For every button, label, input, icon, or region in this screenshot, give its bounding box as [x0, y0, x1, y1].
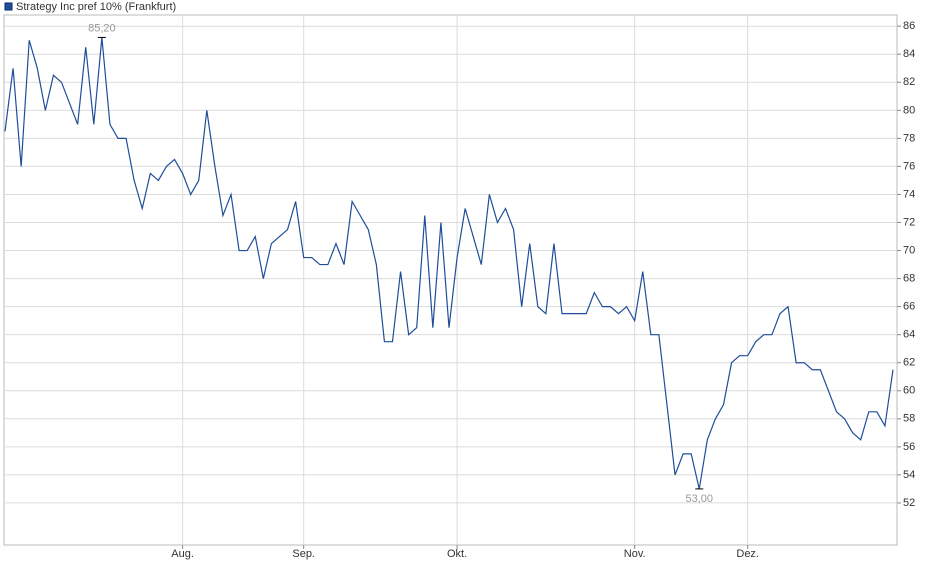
- x-tick-label: Aug.: [171, 548, 194, 560]
- y-tick-label: 62: [903, 357, 915, 369]
- y-tick-label: 68: [903, 273, 915, 285]
- x-tick-label: Dez.: [736, 548, 759, 560]
- price-line: [4, 37, 894, 490]
- plot-frame: [3, 14, 898, 546]
- x-tick-label: Nov.: [624, 548, 646, 560]
- extreme-label: 53,00: [685, 493, 713, 505]
- y-tick-label: 74: [903, 188, 915, 200]
- y-tick-label: 66: [903, 301, 915, 313]
- y-tick-label: 82: [903, 76, 915, 88]
- x-tick-label: Okt.: [447, 548, 467, 560]
- y-tick-label: 80: [903, 104, 915, 116]
- y-tick-label: 78: [903, 132, 915, 144]
- legend-swatch: [4, 2, 13, 11]
- y-tick-label: 84: [903, 48, 915, 60]
- y-tick-label: 60: [903, 385, 915, 397]
- y-tick-label: 86: [903, 20, 915, 32]
- y-tick-label: 58: [903, 413, 915, 425]
- y-tick-label: 64: [903, 329, 915, 341]
- y-tick-label: 70: [903, 244, 915, 256]
- y-tick-label: 54: [903, 469, 915, 481]
- legend-label: Strategy Inc pref 10% (Frankfurt): [16, 1, 176, 13]
- x-tick-label: Sep.: [292, 548, 315, 560]
- y-tick-label: 56: [903, 441, 915, 453]
- extreme-label: 85,20: [88, 22, 116, 34]
- y-tick-label: 72: [903, 216, 915, 228]
- y-tick-label: 76: [903, 160, 915, 172]
- y-tick-label: 52: [903, 497, 915, 509]
